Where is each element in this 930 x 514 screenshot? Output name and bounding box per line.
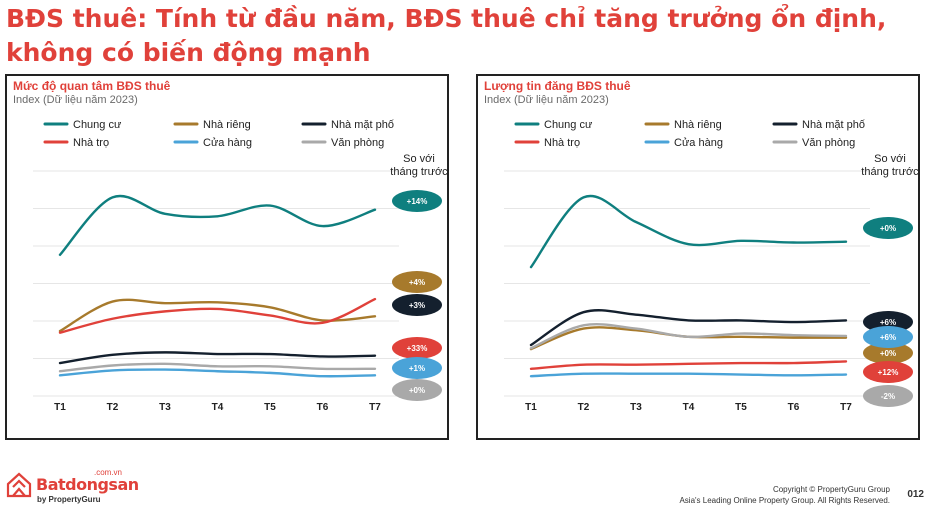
series-line — [58, 351, 377, 365]
change-badge — [863, 361, 913, 383]
series-line — [58, 194, 377, 256]
legend-label: Văn phòng — [331, 137, 384, 149]
change-badge — [392, 271, 442, 293]
brand-logo: Batdongsan .com.vn by PropertyGuru — [6, 468, 146, 508]
chart-panel-listings: Lượng tin đăng BĐS thuê Index (Dữ liệu n… — [476, 74, 920, 440]
line-chart-listings: T1 T2 T3 T4 T5 T6 T7 Chung cư Nhà riêng Nhà mặt p… — [504, 119, 918, 413]
brand-domain: .com.vn — [94, 468, 123, 477]
series-line — [529, 309, 848, 347]
legend-label: Nhà trọ — [73, 137, 109, 149]
change-badge-label: +12% — [878, 368, 899, 377]
change-badge — [392, 337, 442, 359]
legend-label: Chung cư — [73, 119, 122, 131]
change-badge-label: +0% — [409, 386, 425, 395]
compare-label: tháng trước — [861, 166, 918, 178]
change-badge-label: +33% — [407, 344, 428, 353]
x-tick-label: T2 — [578, 402, 590, 413]
chart-panel-interest: Mức độ quan tâm BĐS thuê Index (Dữ liệu … — [5, 74, 449, 440]
series-line — [58, 368, 377, 378]
legend-label: Nhà trọ — [544, 137, 580, 149]
legend-label: Chung cư — [544, 119, 593, 131]
change-badge — [392, 190, 442, 212]
series-line — [529, 194, 848, 269]
chart-title: Mức độ quan tâm BĐS thuê — [13, 79, 171, 93]
change-badge — [863, 385, 913, 407]
brand-byline: by PropertyGuru — [37, 495, 101, 504]
brand-name: Batdongsan — [36, 475, 139, 494]
change-badge-label: +0% — [880, 224, 896, 233]
change-badge — [392, 357, 442, 379]
compare-label: So với — [874, 153, 906, 165]
compare-label: So với — [403, 153, 435, 165]
legend-label: Nhà mặt phố — [331, 119, 394, 131]
legend-label: Nhà riêng — [674, 119, 722, 131]
chart-subtitle: Index (Dữ liệu năm 2023) — [484, 94, 609, 106]
change-badge-label: +0% — [880, 349, 896, 358]
x-tick-label: T6 — [788, 402, 800, 413]
series-line — [58, 298, 377, 333]
x-tick-label: T7 — [369, 402, 381, 413]
x-tick-label: T6 — [317, 402, 329, 413]
x-tick-label: T4 — [683, 402, 695, 413]
change-badge-label: +6% — [880, 318, 896, 327]
page-number: 012 — [907, 489, 924, 500]
chart-subtitle: Index (Dữ liệu năm 2023) — [13, 94, 138, 106]
legend-label: Cửa hàng — [203, 137, 252, 149]
change-badge — [863, 342, 913, 364]
change-badge — [863, 217, 913, 239]
copyright-notice: Copyright © PropertyGuru Group Asia's Le… — [679, 484, 890, 506]
series-line — [58, 297, 377, 334]
change-badge-label: +1% — [409, 364, 425, 373]
line-chart-interest: T1 T2 T3 T4 T5 T6 T7 Chung cư Nhà riêng Nhà mặt p… — [33, 119, 447, 413]
x-tick-label: T4 — [212, 402, 224, 413]
change-badge — [392, 294, 442, 316]
legend-label: Cửa hàng — [674, 137, 723, 149]
change-badge — [392, 379, 442, 401]
change-badge-label: +3% — [409, 301, 425, 310]
house-logo-icon — [6, 472, 32, 498]
change-badge-label: +14% — [407, 197, 428, 206]
series-line — [58, 362, 377, 373]
series-line — [529, 322, 848, 350]
x-tick-label: T3 — [159, 402, 171, 413]
change-badge-label: -2% — [881, 392, 895, 401]
compare-label: tháng trước — [390, 166, 447, 178]
change-badge — [863, 326, 913, 348]
legend-label: Văn phòng — [802, 137, 855, 149]
series-line — [529, 372, 848, 378]
change-badge-label: +6% — [880, 333, 896, 342]
copyright-line: Asia's Leading Online Property Group. Al… — [679, 496, 890, 505]
legend-label: Nhà riêng — [203, 119, 251, 131]
x-tick-label: T2 — [107, 402, 119, 413]
chart-title: Lượng tin đăng BĐS thuê — [484, 79, 631, 93]
x-tick-label: T5 — [735, 402, 747, 413]
change-badge-label: +4% — [409, 278, 425, 287]
x-tick-label: T3 — [630, 402, 642, 413]
x-tick-label: T5 — [264, 402, 276, 413]
copyright-line: Copyright © PropertyGuru Group — [772, 485, 890, 494]
x-tick-label: T1 — [525, 402, 537, 413]
slide-title: BĐS thuê: Tính từ đầu năm, BĐS thuê chỉ … — [6, 4, 887, 67]
x-tick-label: T7 — [840, 402, 852, 413]
legend-label: Nhà mặt phố — [802, 119, 865, 131]
x-tick-label: T1 — [54, 402, 66, 413]
series-line — [529, 360, 848, 370]
series-line — [529, 326, 848, 351]
